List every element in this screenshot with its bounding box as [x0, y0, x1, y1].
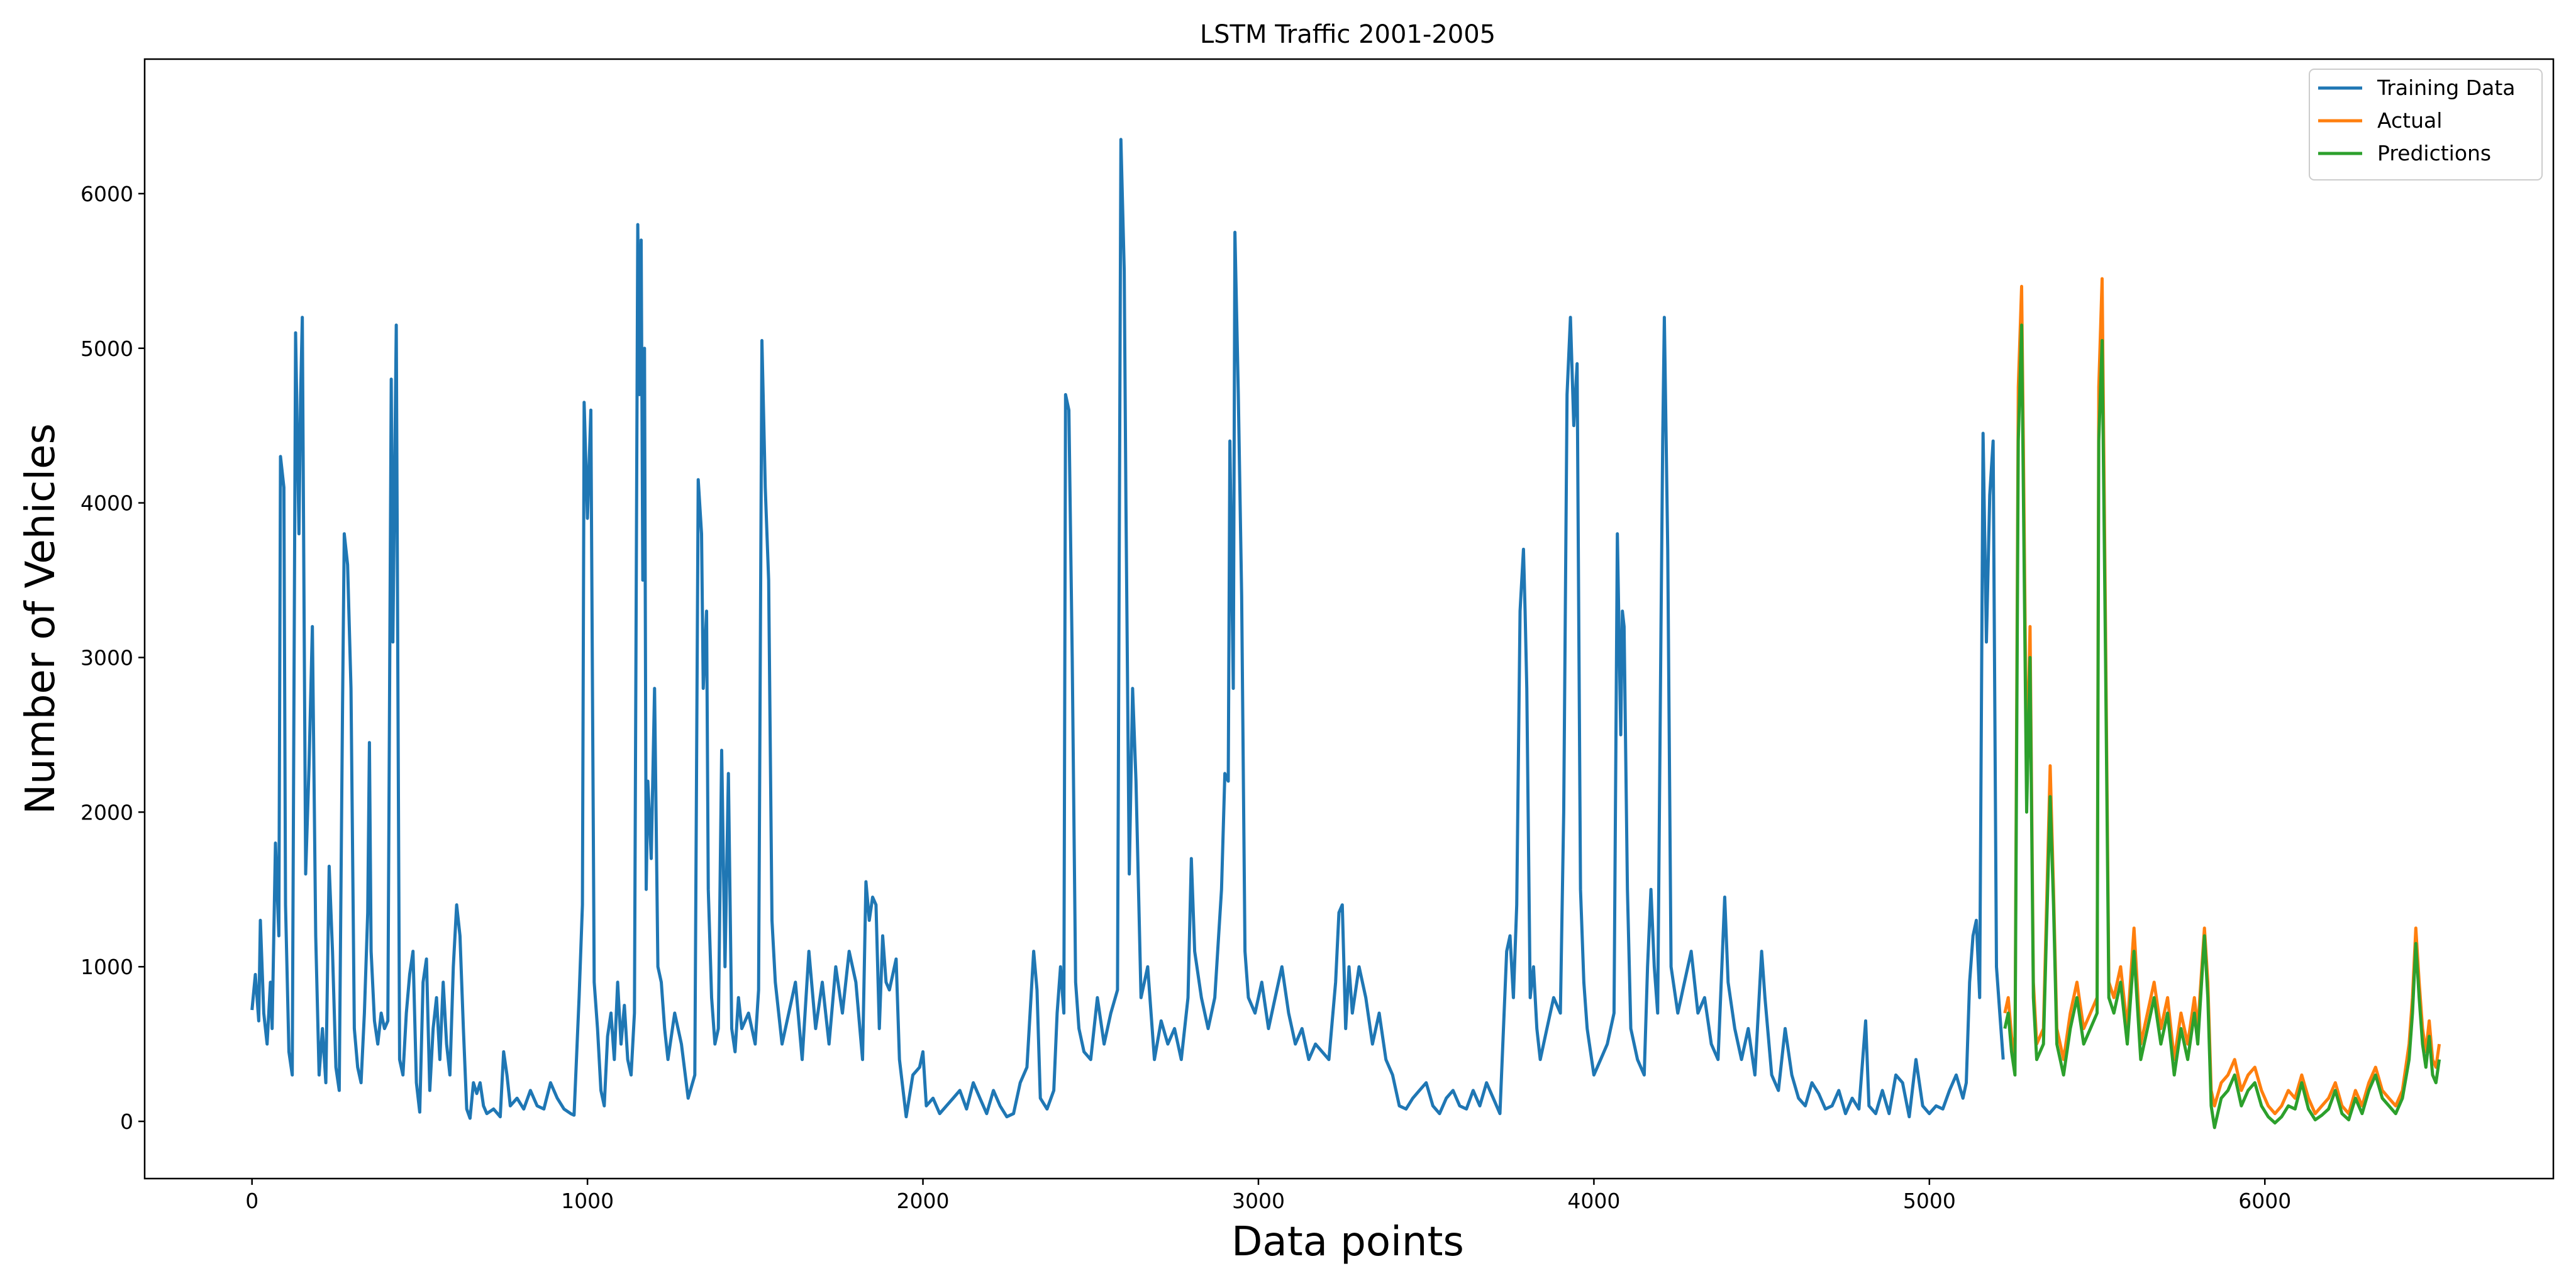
series-line-2: [2003, 323, 2441, 1130]
y-axis: 0 1000 2000 3000 4000 5000 6000: [80, 182, 145, 1134]
y-axis-label: Number of Vehicles: [18, 423, 64, 814]
y-tick-label: 0: [120, 1109, 133, 1134]
plot-frame: [143, 58, 2555, 1180]
y-tick-label: 4000: [80, 491, 133, 516]
series-line-0: [250, 138, 2005, 1120]
x-axis: 0 1000 2000 3000 4000 5000 6000: [245, 1179, 2291, 1213]
x-tick-label: 0: [245, 1189, 258, 1213]
legend-label: Actual: [2377, 108, 2442, 133]
y-tick-label: 6000: [80, 182, 133, 206]
series-group: [250, 138, 2441, 1130]
y-tick-label: 2000: [80, 800, 133, 824]
y-tick-label: 1000: [80, 955, 133, 979]
legend-label: Predictions: [2377, 141, 2491, 165]
x-tick-label: 2000: [897, 1189, 950, 1213]
legend: Training Data Actual Predictions: [2309, 69, 2543, 180]
x-tick-label: 3000: [1232, 1189, 1285, 1213]
legend-box: [2309, 69, 2543, 180]
x-tick-label: 4000: [1567, 1189, 1620, 1213]
x-tick-label: 5000: [1903, 1189, 1956, 1213]
legend-label: Training Data: [2377, 75, 2516, 100]
chart-title: LSTM Traffic 2001-2005: [1200, 20, 1496, 49]
x-tick-label: 6000: [2238, 1189, 2291, 1213]
x-axis-label: Data points: [1231, 1219, 1464, 1265]
y-tick-label: 5000: [80, 336, 133, 361]
y-tick-label: 3000: [80, 645, 133, 670]
x-tick-label: 1000: [561, 1189, 614, 1213]
